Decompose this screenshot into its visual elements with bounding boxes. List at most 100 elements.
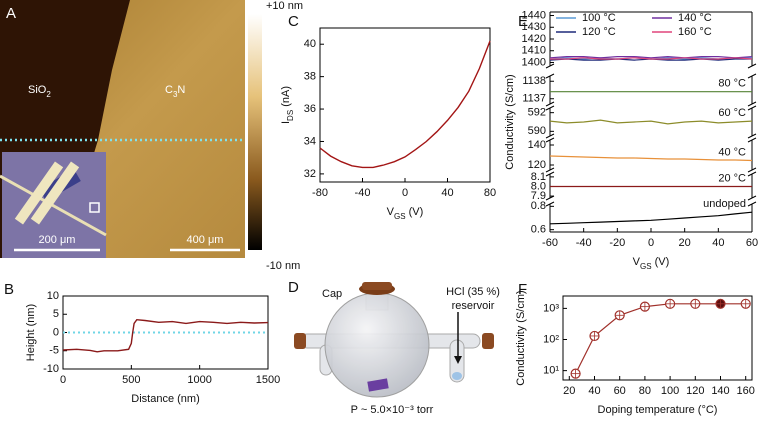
y-tick-label: 10¹ xyxy=(543,365,559,377)
cap-label: Cap xyxy=(322,288,342,300)
x-tick-label: 1500 xyxy=(256,374,280,386)
reservoir-label: reservoir xyxy=(452,300,495,312)
panel-label: D xyxy=(288,279,299,296)
y-tick-label: 1420 xyxy=(522,33,546,45)
data-line xyxy=(549,155,753,162)
y-tick-label: 1410 xyxy=(522,45,546,57)
data-line xyxy=(549,119,753,125)
x-tick-label: 60 xyxy=(614,385,626,397)
y-tick-label: 1400 xyxy=(522,56,546,68)
y-tick-label: 32 xyxy=(304,168,316,180)
label-part: SiO xyxy=(28,84,47,96)
axis-break xyxy=(747,137,757,143)
axis-break xyxy=(545,201,555,207)
inset-marker xyxy=(89,202,100,213)
x-axis-label: Distance (nm) xyxy=(131,393,199,405)
x-tick-label: 1000 xyxy=(187,374,211,386)
x-tick-label: -80 xyxy=(312,187,328,199)
legend-label: 120 °C xyxy=(582,26,616,38)
text-part: DS xyxy=(286,110,295,121)
arrow-head xyxy=(454,356,462,364)
y-tick-label: 590 xyxy=(528,125,546,137)
y-tick-label: 10³ xyxy=(543,302,559,314)
x-axis-label: VGS (V) xyxy=(633,256,670,271)
acid xyxy=(452,372,462,380)
series-label: 80 °C xyxy=(718,78,746,90)
label-part: 3 xyxy=(173,90,178,99)
x-tick-label: 100 xyxy=(661,385,679,397)
data-line xyxy=(575,303,746,374)
text-part: V xyxy=(633,256,641,268)
legend-label: 160 °C xyxy=(678,26,712,38)
sample xyxy=(367,378,389,392)
x-tick-label: 20 xyxy=(679,237,691,249)
acid-label: HCl (35 %) xyxy=(446,286,500,298)
scale-label: 400 μm xyxy=(187,234,224,246)
x-tick-label: 40 xyxy=(588,385,600,397)
colorbar-label: -10 nm xyxy=(266,260,300,272)
x-tick-label: 80 xyxy=(639,385,651,397)
y-tick-label: 8.1 xyxy=(531,171,546,183)
y-tick-label: 36 xyxy=(304,103,316,115)
text-part: I xyxy=(280,121,292,124)
y-tick-label: 1137 xyxy=(522,93,546,105)
axis-break xyxy=(747,63,757,69)
x-tick-label: 500 xyxy=(122,374,140,386)
y-tick-label: 5 xyxy=(53,308,59,320)
x-tick-label: 40 xyxy=(712,237,724,249)
y-tick-label: 10 xyxy=(47,290,59,302)
y-tick-label: 1430 xyxy=(522,21,546,33)
axis-break xyxy=(545,63,555,69)
panel-label: B xyxy=(4,281,14,298)
region-label: C3N xyxy=(165,84,185,99)
x-tick-label: -60 xyxy=(542,237,558,249)
data-line xyxy=(550,57,753,60)
axis-break xyxy=(545,137,555,143)
region-label: SiO2 xyxy=(28,84,51,99)
y-tick-label: 1440 xyxy=(522,9,546,21)
x-tick-label: 0 xyxy=(402,187,408,199)
axis-break xyxy=(747,171,757,177)
panel-label: C xyxy=(288,13,299,30)
axis-break xyxy=(747,101,757,107)
tube-cap xyxy=(482,333,494,349)
series-label: 60 °C xyxy=(718,107,746,119)
x-tick-label: 20 xyxy=(563,385,575,397)
inset-electrode xyxy=(30,161,80,225)
axis-break xyxy=(545,195,555,201)
y-tick-label: 34 xyxy=(304,135,316,147)
y-axis-label: Conductivity (S/cm) xyxy=(515,290,527,385)
y-tick-label: 10² xyxy=(543,333,559,345)
axis-break xyxy=(545,101,555,107)
axis-break xyxy=(747,133,757,139)
series-label: 20 °C xyxy=(718,172,746,184)
x-axis-label: Doping temperature (°C) xyxy=(598,404,718,416)
y-tick-label: 8.0 xyxy=(531,180,546,192)
text-part: GS xyxy=(394,212,406,221)
scale-label: 200 μm xyxy=(39,234,76,246)
y-tick-label: 592 xyxy=(528,107,546,119)
y-tick-label: 1138 xyxy=(522,75,546,87)
text-part: V xyxy=(387,206,395,218)
flask-cap xyxy=(362,282,392,290)
y-tick-label: -10 xyxy=(43,363,59,375)
colorbar xyxy=(248,14,262,250)
apparatus-panel: D Cap HCl (35 %) reservoir P ~ 5.0×10⁻³ … xyxy=(288,279,500,416)
axis-break xyxy=(747,73,757,79)
axis-break xyxy=(545,133,555,139)
legend-label: 100 °C xyxy=(582,12,616,24)
plot-frame xyxy=(319,27,491,183)
panel-label: A xyxy=(6,5,16,22)
y-tick-label: -5 xyxy=(49,345,59,357)
axis-break xyxy=(545,73,555,79)
colorbar-label: +10 nm xyxy=(266,0,303,12)
text-part: (V) xyxy=(406,206,424,218)
x-tick-label: 0 xyxy=(648,237,654,249)
y-axis-label: Height (nm) xyxy=(25,304,37,361)
y-tick-label: 7.9 xyxy=(531,190,546,202)
label-part: C xyxy=(165,84,173,96)
x-tick-label: 60 xyxy=(746,237,758,249)
x-tick-label: 160 xyxy=(737,385,755,397)
y-tick-label: 0.6 xyxy=(531,224,546,236)
